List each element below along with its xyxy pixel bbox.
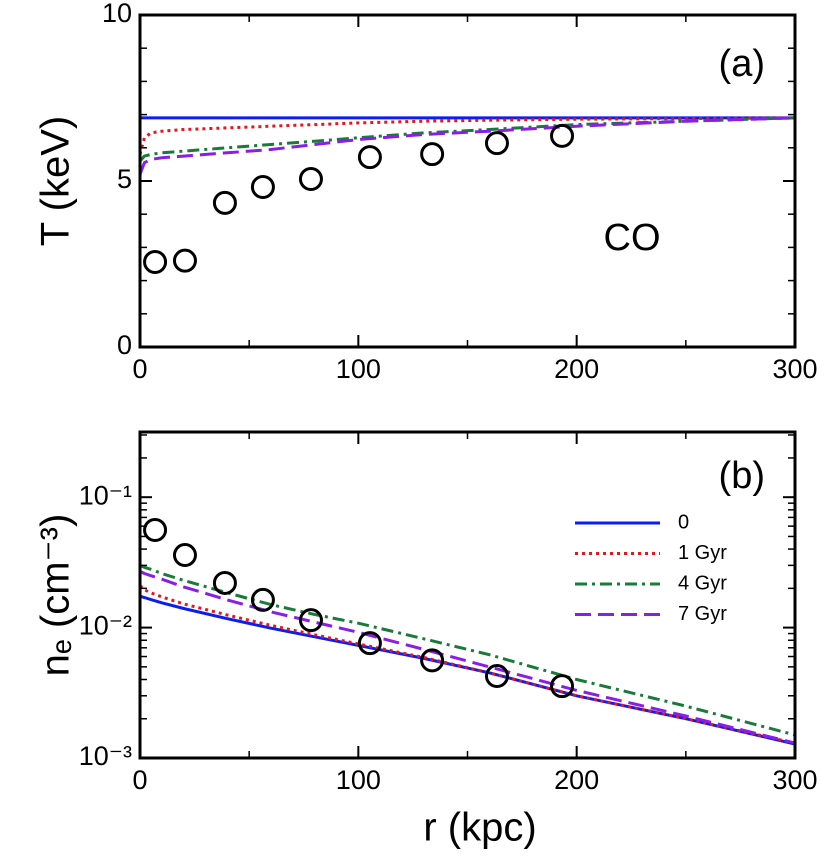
observed-point: [172, 543, 197, 568]
series-line: [140, 116, 795, 155]
observed-point: [550, 123, 575, 148]
observed-point: [550, 674, 575, 699]
x-tick-label: 300: [772, 354, 817, 384]
series-line: [140, 584, 795, 745]
x-tick-label: 300: [772, 765, 817, 795]
x-tick-label: 0: [132, 765, 147, 795]
x-tick-label: 100: [336, 354, 381, 384]
observed-point: [172, 248, 197, 273]
observed-point: [212, 190, 237, 215]
plot-area: [140, 116, 795, 175]
axes-frame: [138, 13, 797, 349]
x-tick-label: 200: [554, 765, 599, 795]
legend-label: 4 Gyr: [678, 572, 727, 594]
y-tick-label: 10⁻²: [79, 611, 132, 641]
observed-point: [212, 570, 237, 595]
y-tick-label: 5: [117, 164, 132, 194]
observed-point: [420, 142, 445, 167]
x-tick-label: 200: [554, 354, 599, 384]
observed-point: [250, 174, 275, 199]
x-tick-label: 0: [132, 354, 147, 384]
observed-point: [357, 145, 382, 170]
axes-frame: [138, 430, 797, 760]
observed-point: [298, 608, 323, 633]
legend-label: 1 Gyr: [678, 542, 727, 564]
observed-point: [357, 631, 382, 656]
y-tick-label: 10⁻³: [79, 741, 132, 771]
observed-point: [298, 167, 323, 192]
series-line: [140, 569, 795, 745]
legend-label: 7 Gyr: [678, 603, 727, 625]
x-axis-label: r (kpc): [423, 806, 536, 850]
series-line: [140, 116, 795, 163]
annotation: CO: [604, 217, 661, 259]
y-tick-label: 10⁻¹: [79, 480, 132, 510]
y-axis-label: T (keV): [34, 116, 78, 246]
series-line: [140, 116, 795, 175]
annotation: (a): [719, 43, 765, 85]
annotation: (b): [719, 455, 765, 497]
legend-label: 0: [678, 511, 689, 533]
x-tick-label: 100: [336, 765, 381, 795]
observed-point: [484, 664, 509, 689]
y-tick-label: 10: [102, 0, 132, 28]
y-axis-label: nₑ (cm⁻³): [34, 514, 78, 677]
observed-point: [420, 648, 445, 673]
observed-point: [484, 131, 509, 156]
observed-point: [143, 250, 168, 275]
observed-point: [143, 518, 168, 543]
observed-point: [250, 587, 275, 612]
y-tick-label: 0: [117, 330, 132, 360]
